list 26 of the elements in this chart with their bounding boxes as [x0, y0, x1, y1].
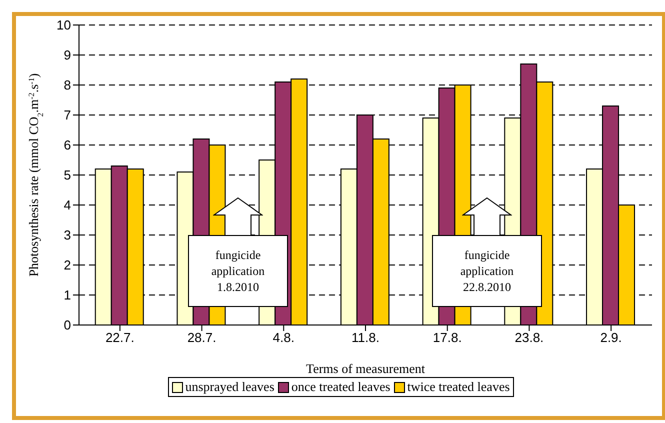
y-tick-label: 0	[64, 318, 71, 333]
x-axis-title: Terms of measurement	[306, 361, 426, 376]
y-tick-label: 3	[64, 228, 71, 243]
y-tick-label: 9	[64, 48, 71, 63]
y-tick-label: 1	[64, 288, 71, 303]
y-tick-label: 5	[64, 168, 71, 183]
y-tick-label: 4	[64, 198, 71, 213]
callout-box: fungicide application 22.8.2010	[432, 235, 542, 307]
x-tick-label: 23.8.	[514, 330, 544, 346]
y-tick-label: 8	[64, 78, 71, 93]
y-tick-label: 10	[56, 18, 71, 33]
callout-box: fungicide application 1.8.2010	[188, 235, 288, 307]
legend-label: once treated leaves	[290, 379, 390, 395]
x-tick-label: 22.7.	[105, 330, 134, 346]
annotation: fungicide application 22.8.2010	[459, 247, 515, 295]
x-tick-label: 11.8.	[352, 330, 380, 346]
x-tick-label: 4.8.	[272, 330, 294, 346]
x-tick-label: 17.8.	[432, 330, 462, 346]
y-tick-label: 7	[64, 108, 71, 123]
x-tick-label: 2.9.	[600, 330, 622, 346]
annotation: fungicide application 1.8.2010	[210, 247, 266, 295]
y-tick-label: 6	[64, 138, 71, 153]
legend-label: unsprayed leaves	[184, 379, 274, 395]
y-tick-label: 2	[64, 258, 71, 273]
x-tick-label: 28.7.	[187, 330, 216, 346]
legend-label: twice treated leaves	[406, 379, 510, 395]
